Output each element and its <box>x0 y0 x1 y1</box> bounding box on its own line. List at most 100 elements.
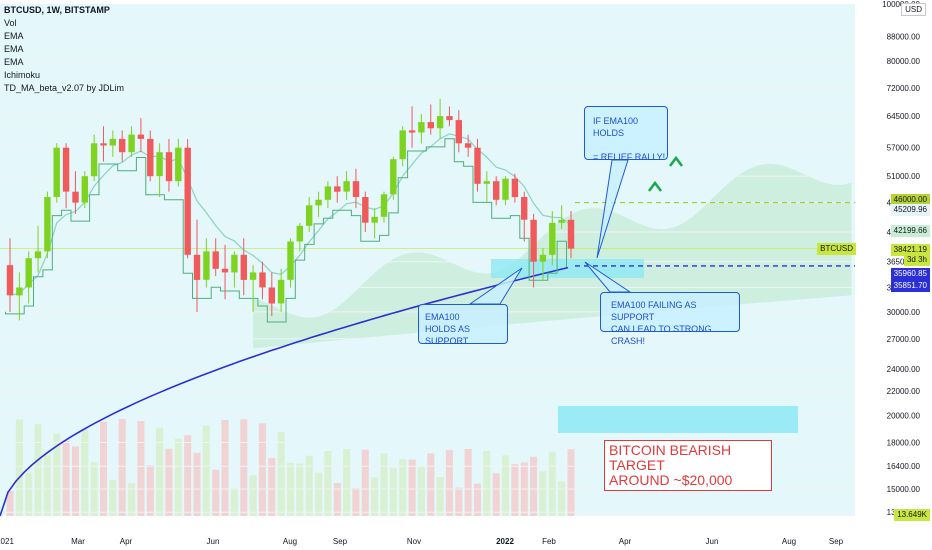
candle <box>53 143 60 203</box>
price-tick-label: 18000.00 <box>887 438 921 447</box>
up-arrow-icon <box>648 180 662 192</box>
candle-body <box>100 143 107 146</box>
candle-body <box>109 138 116 146</box>
candle <box>474 138 481 192</box>
candle-body <box>362 197 369 223</box>
candle <box>240 238 247 296</box>
candle-body <box>184 147 191 255</box>
candle <box>119 130 126 162</box>
candle <box>399 126 406 167</box>
volume-bar <box>333 483 341 516</box>
candle <box>427 104 434 135</box>
candle-body <box>44 197 51 252</box>
candle-body <box>16 287 23 296</box>
candle <box>81 171 88 209</box>
candle <box>147 130 154 182</box>
candle <box>334 176 341 203</box>
candle-body <box>175 147 182 182</box>
candle-body <box>212 251 219 269</box>
volume-bar <box>352 488 360 516</box>
legend-ema-1[interactable]: EMA <box>4 31 24 41</box>
volume-bar <box>165 448 173 516</box>
legend-vol[interactable]: Vol <box>4 18 17 28</box>
time-axis[interactable]: 2021 Mar Apr Jun Aug Sep Nov 2022 Feb Apr Jun Aug Se… <box>0 534 855 550</box>
volume-bar <box>305 455 313 516</box>
bearish-target-label[interactable]: BITCOIN BEARISH TARGET AROUND ~$20,000 <box>604 440 772 491</box>
price-tick-label: 64500.00 <box>887 112 921 121</box>
candle <box>165 138 173 192</box>
candle-body <box>474 147 481 184</box>
legend-ichimoku[interactable]: Ichimoku <box>4 70 41 80</box>
candle-body <box>549 222 556 255</box>
chart-legend[interactable]: BTCUSD, 1W, BITSTAMP Vol EMA EMA EMA Ich… <box>4 4 124 95</box>
legend-symbol[interactable]: BTCUSD, 1W, BITSTAMP <box>4 5 110 15</box>
volume-bar <box>464 449 472 516</box>
symbol-tag: BTCUSD <box>817 243 856 255</box>
legend-ema-3[interactable]: EMA <box>4 57 24 67</box>
candle-body <box>296 225 303 242</box>
candle <box>549 211 556 266</box>
volume-bar <box>62 440 70 516</box>
candle <box>175 138 182 187</box>
candle-body <box>193 254 201 280</box>
volume-bar <box>118 419 126 516</box>
candle-body <box>81 176 88 203</box>
time-tick-label: Jun <box>706 537 719 546</box>
volume-bar <box>34 424 42 516</box>
relief-line-2: = RELIEF RALLY! <box>593 152 666 162</box>
candle <box>521 191 528 242</box>
candle <box>455 110 462 153</box>
candle-body <box>119 138 126 153</box>
crash-line-2: CAN LEAD TO STRONG CRASH! <box>611 324 712 346</box>
price-tag: 3d 3h <box>903 254 930 266</box>
legend-ema-2[interactable]: EMA <box>4 44 24 54</box>
candle-body <box>240 254 247 280</box>
candle-body <box>418 122 425 133</box>
time-axis-bg <box>0 534 855 550</box>
candle-body <box>352 181 360 197</box>
price-tick-label: 15000.00 <box>887 485 921 494</box>
volume-bar <box>502 455 509 516</box>
candle-body <box>558 219 565 223</box>
volume-bar <box>530 456 538 516</box>
price-tick-label: 30000.00 <box>887 308 921 317</box>
candle-body <box>567 219 575 249</box>
relief-pointer <box>596 159 629 259</box>
candle <box>567 211 575 259</box>
ema100-support-callout[interactable]: EMA100 HOLDS AS SUPPORT <box>418 304 508 346</box>
volume-bar <box>389 467 397 516</box>
candle <box>371 208 378 239</box>
callout-pointers <box>468 159 632 305</box>
price-tick-label: 36500.00 <box>887 258 921 267</box>
candle-body <box>72 191 79 203</box>
candle <box>343 171 350 200</box>
volume-bar <box>361 449 369 516</box>
price-tag: 35960.85 <box>890 268 930 280</box>
crash-warning-callout[interactable]: EMA100 FAILING AS SUPPORT CAN LEAD TO ST… <box>600 292 740 346</box>
volume-bar <box>371 477 379 516</box>
price-tag: 38421.19 <box>890 244 930 256</box>
ema100-line <box>0 266 569 517</box>
volume-bar <box>474 483 481 516</box>
volume-bar <box>445 449 453 516</box>
candle <box>156 143 163 198</box>
volume-bar <box>539 471 547 516</box>
candle-body <box>25 258 32 288</box>
time-tick-label: 2022 <box>496 537 514 546</box>
volume-bar <box>109 480 117 516</box>
volume-bar <box>548 451 556 516</box>
currency-button[interactable]: USD <box>901 3 926 16</box>
legend-td-ma[interactable]: TD_MA_beta_v2.07 by JDLim <box>4 83 125 93</box>
volume-bar <box>558 481 566 516</box>
time-tick-label: Apr <box>120 537 133 546</box>
volume-bar <box>53 433 61 516</box>
candle-body <box>231 254 238 273</box>
relief-rally-callout[interactable]: IF EMA100 HOLDS = RELIEF RALLY! <box>584 106 668 162</box>
price-tag: 45209.96 <box>890 204 930 216</box>
candle <box>287 238 294 288</box>
support-line-1: EMA100 <box>425 312 460 322</box>
candle-body <box>203 251 210 280</box>
candle-body <box>511 178 519 198</box>
volume-bar <box>492 473 500 516</box>
